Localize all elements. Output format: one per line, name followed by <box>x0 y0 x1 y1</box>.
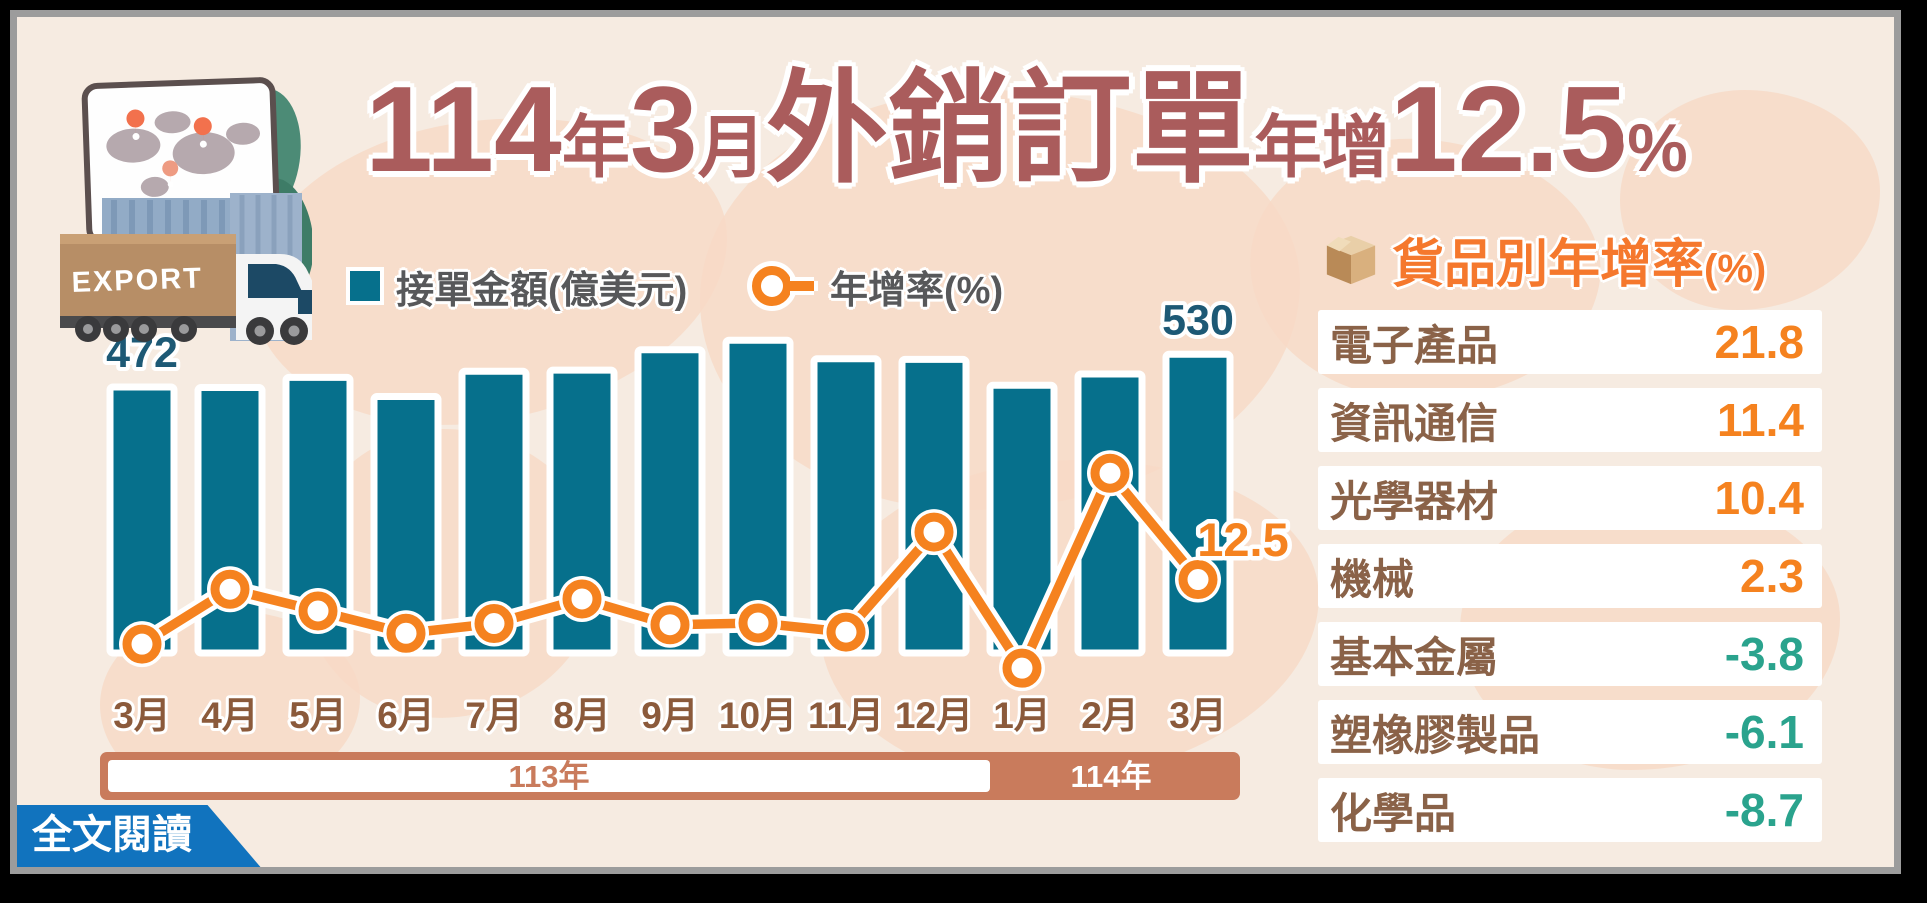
title-rate-value: 12.5 <box>1389 61 1628 197</box>
panel-title-unit: (%) <box>1704 247 1767 291</box>
category-label: 化學品 <box>1330 789 1457 837</box>
yoy-point <box>1178 560 1218 600</box>
year-label-114: 114年 <box>1070 759 1151 794</box>
export-truck: EXPORT <box>60 234 312 345</box>
yoy-point <box>1090 453 1130 493</box>
category-row: 光學器材 10.4 <box>1318 466 1822 530</box>
yoy-point <box>562 579 602 619</box>
category-value: 21.8 <box>1714 316 1804 368</box>
category-label: 光學器材 <box>1330 477 1499 525</box>
title-year-unit: 年 <box>561 110 630 186</box>
order-bar <box>898 355 970 657</box>
category-row: 機械 2.3 <box>1318 544 1822 608</box>
yoy-point <box>826 612 866 652</box>
month-label: 2月 <box>1081 695 1139 736</box>
category-value: -8.7 <box>1724 784 1804 836</box>
category-value: 10.4 <box>1714 472 1804 524</box>
month-label: 10月 <box>719 695 797 736</box>
category-row: 塑橡膠製品 -6.1 <box>1318 700 1822 764</box>
location-pin-icon <box>126 109 212 189</box>
month-label: 4月 <box>201 695 259 736</box>
category-row: 基本金屬 -3.8 <box>1318 622 1822 686</box>
legend-amount-label: 接單金額(億美元) <box>396 269 688 312</box>
month-label: 11月 <box>808 695 884 736</box>
bar-value-label: 530 <box>1162 296 1234 344</box>
title-year-number: 114 <box>365 61 562 197</box>
line-marker-icon <box>752 266 792 306</box>
yoy-point <box>474 604 514 644</box>
year-label-113: 113年 <box>508 759 589 794</box>
category-row: 電子產品 21.8 <box>1318 310 1822 374</box>
yoy-point <box>122 624 162 664</box>
category-panel-title: 貨品別年增率(%) <box>1322 222 1766 297</box>
category-value: 2.3 <box>1740 550 1804 602</box>
title-month-unit: 月 <box>697 110 766 186</box>
year-band-113-segment <box>108 760 990 792</box>
category-value: 11.4 <box>1717 394 1804 446</box>
panel-title-text: 貨品別年增率 <box>1392 236 1705 294</box>
month-label: 3月 <box>1169 695 1227 736</box>
page-title: 114 年 3 月 外銷訂單 年增 12.5 % <box>365 62 1688 196</box>
category-row: 資訊通信 11.4 <box>1318 388 1822 452</box>
order-bar <box>458 367 530 657</box>
box-icon <box>1326 235 1376 284</box>
legend-yoy-rate: 年增率(%) <box>752 264 1003 312</box>
yoy-point <box>210 569 250 609</box>
category-value: -3.8 <box>1724 628 1804 680</box>
yoy-point <box>386 613 426 653</box>
title-month-number: 3 <box>629 61 698 197</box>
background-map-shape <box>1620 90 1880 310</box>
month-label: 8月 <box>553 695 611 736</box>
title-subject: 外銷訂單 <box>765 61 1254 197</box>
month-label: 7月 <box>465 695 523 736</box>
order-bar <box>106 383 178 657</box>
category-label: 基本金屬 <box>1330 633 1499 681</box>
category-label: 機械 <box>1330 555 1415 603</box>
category-value: -6.1 <box>1724 706 1804 758</box>
month-label: 3月 <box>113 695 171 736</box>
month-label: 12月 <box>895 695 973 736</box>
order-bar <box>722 336 794 657</box>
order-bar <box>1162 350 1234 657</box>
category-label: 塑橡膠製品 <box>1330 711 1541 759</box>
order-bar <box>634 346 706 657</box>
yoy-point <box>298 591 338 631</box>
title-growth-label: 年增 <box>1253 110 1390 186</box>
legend-order-amount: 接單金額(億美元) <box>350 264 687 312</box>
month-label: 5月 <box>289 695 347 736</box>
line-tail-icon <box>790 281 814 291</box>
category-label: 電子產品 <box>1330 321 1499 369</box>
order-bar <box>282 373 354 657</box>
yoy-point <box>1002 648 1042 688</box>
category-row: 化學品 -8.7 <box>1318 778 1822 842</box>
yoy-point <box>650 605 690 645</box>
yoy-point <box>738 603 778 643</box>
yoy-point <box>914 512 954 552</box>
export-logo: EXPORT <box>60 77 312 345</box>
legend-rate-label: 年增率(%) <box>830 269 1004 312</box>
title-percent-sign: % <box>1627 110 1688 186</box>
category-table: 電子產品 21.8 資訊通信 11.4 光學器材 10.4 機械 2.3 基本金… <box>1318 310 1822 856</box>
month-label: 6月 <box>377 695 435 736</box>
truck-export-label: EXPORT <box>71 262 203 299</box>
bar-swatch-icon <box>350 271 380 301</box>
month-label: 9月 <box>641 695 699 736</box>
category-label: 資訊通信 <box>1330 399 1499 447</box>
month-label: 1月 <box>993 695 1051 736</box>
order-bar <box>546 366 618 657</box>
line-end-value-label: 12.5 <box>1197 513 1288 566</box>
